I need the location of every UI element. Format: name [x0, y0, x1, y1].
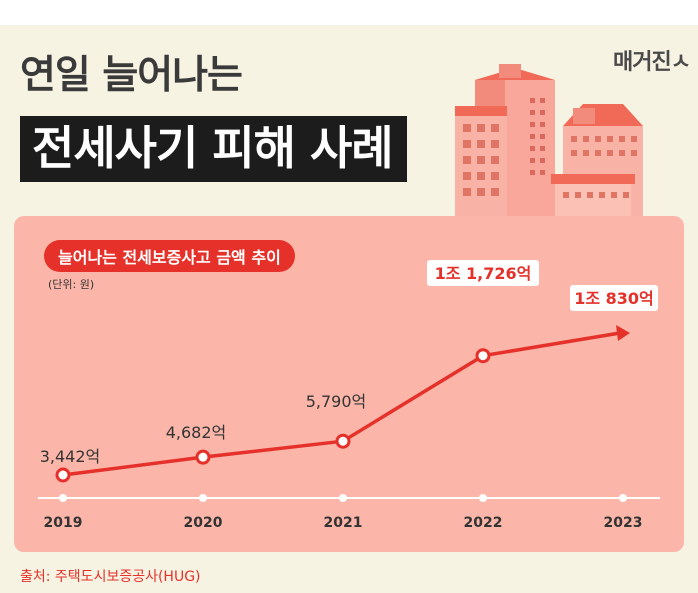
x-tick-label: 2020	[184, 515, 223, 531]
x-axis-tick	[339, 494, 347, 502]
data-label: 5,790억	[306, 392, 367, 411]
x-tick-label: 2023	[604, 515, 643, 531]
x-axis-tick	[59, 494, 67, 502]
data-point	[475, 348, 491, 364]
data-label: 3,442억	[40, 447, 101, 466]
series-line	[62, 354, 484, 477]
x-axis-tick	[619, 494, 627, 502]
trend-arrow-head	[616, 325, 630, 341]
data-label: 1조 830억	[574, 289, 654, 308]
chart-panel	[14, 216, 684, 552]
data-point	[195, 449, 211, 465]
apartment-buildings-icon	[455, 64, 643, 216]
data-label: 1조 1,726억	[435, 264, 532, 283]
source-note: 출처: 주택도시보증공사(HUG)	[20, 569, 201, 585]
data-point	[335, 433, 351, 449]
brand-logo: 매거진ㅅ	[613, 50, 691, 75]
headline-line-2: 전세사기 피해 사례	[32, 121, 394, 175]
unit-label: (단위: 원)	[48, 278, 95, 291]
x-axis-tick	[199, 494, 207, 502]
chart-title: 늘어나는 전세보증사고 금액 추이	[44, 240, 295, 272]
x-tick-label: 2022	[464, 515, 503, 531]
data-point	[55, 467, 71, 483]
x-axis-tick	[479, 494, 487, 502]
data-label-box	[570, 285, 658, 311]
headline-banner: 전세사기 피해 사례	[20, 116, 407, 182]
data-label-box	[427, 260, 539, 286]
x-tick-label: 2021	[324, 515, 363, 531]
x-tick-label: 2019	[44, 515, 83, 531]
headline-line-1: 연일 늘어나는	[20, 53, 243, 98]
trend-arrow-line	[482, 331, 621, 358]
data-label: 4,682억	[166, 423, 227, 442]
